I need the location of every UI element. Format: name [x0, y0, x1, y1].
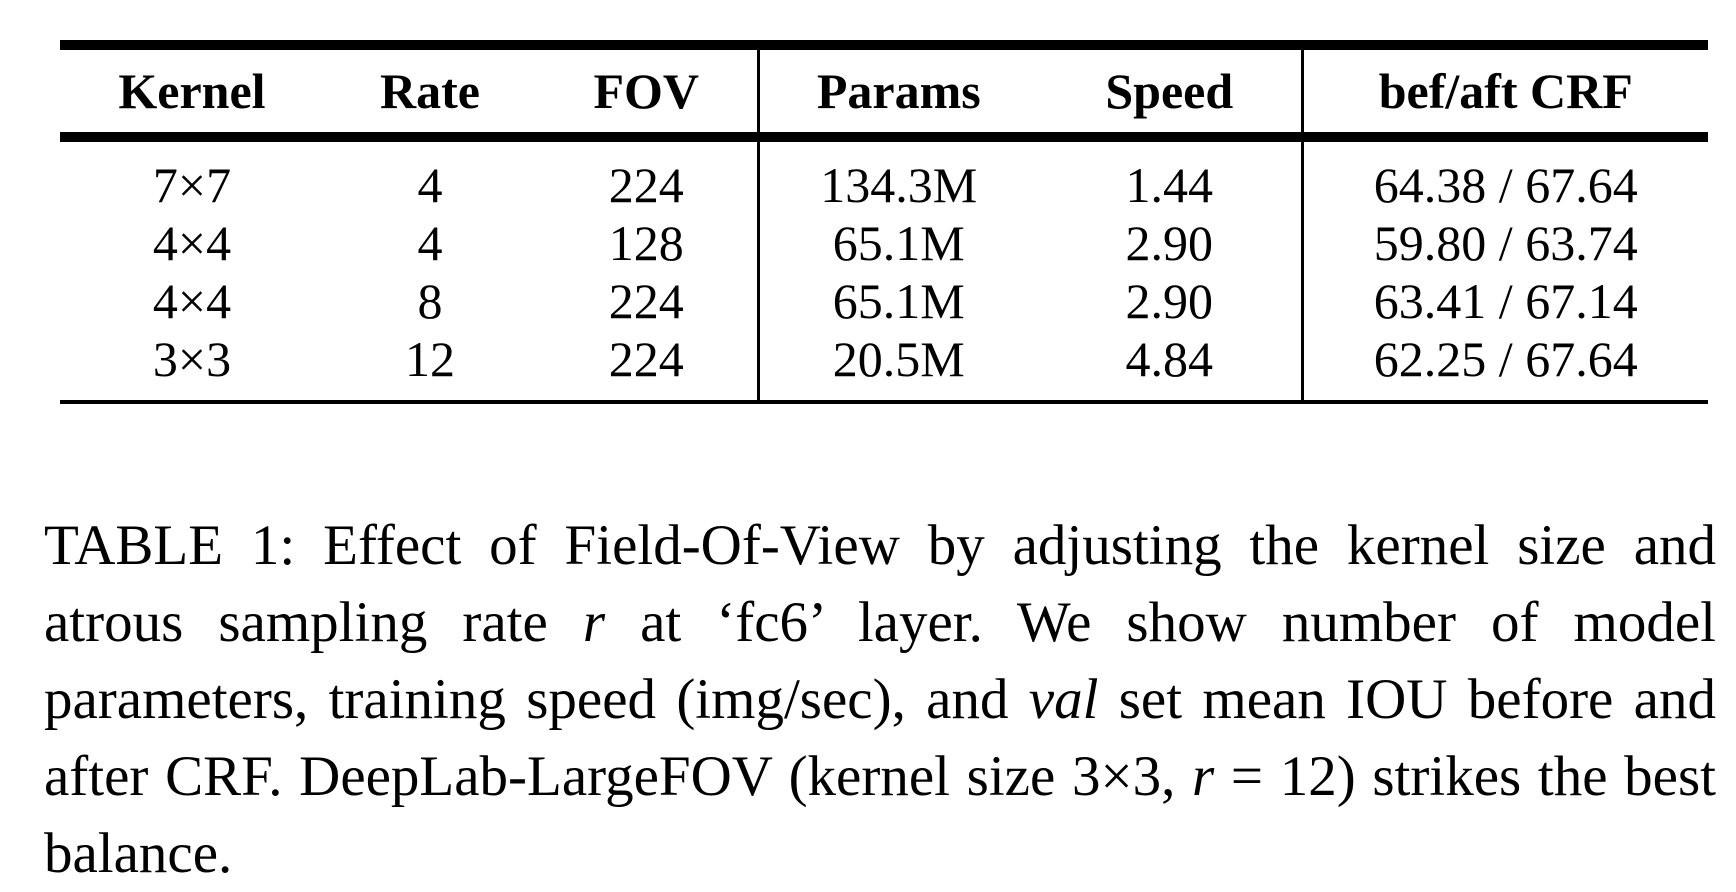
cell-speed: 1.44: [1038, 137, 1304, 214]
cell-speed: 2.90: [1038, 214, 1304, 272]
header-fov: FOV: [536, 40, 760, 142]
cell-fov: 224: [536, 137, 760, 214]
header-speed: Speed: [1038, 40, 1304, 142]
cell-params: 65.1M: [832, 273, 965, 329]
caption-var-r: r: [582, 591, 606, 654]
cell-rate: 4: [417, 157, 443, 213]
cell-rate: 8: [417, 273, 443, 329]
cell-crf: 62.25 / 67.64: [1302, 330, 1708, 404]
caption-text-2: at ‘fc6’ layer. We show number of model …: [44, 591, 1731, 731]
table-row: 3×3 12 224 20.5M 4.84 62.25 / 67.64: [60, 330, 1708, 404]
fov-results-table: Kernel Rate FOV Params Speed bef/aft CRF…: [60, 40, 1708, 404]
header-crf: bef/aft CRF: [1302, 40, 1708, 142]
cell-params: 20.5M: [758, 330, 1038, 404]
cell-crf: 64.38 / 67.64: [1373, 157, 1638, 213]
caption-text-1: TABLE 1: Effect of Field-Of-View by adju…: [44, 514, 1731, 654]
cell-rate: 4: [417, 215, 443, 271]
cell-speed: 2.90: [1038, 272, 1304, 330]
cell-fov: 128: [536, 214, 760, 272]
cell-fov: 224: [536, 272, 760, 330]
caption-var-r-2: r: [1192, 745, 1215, 808]
header-rate: Rate: [324, 40, 536, 142]
cell-speed: 4.84: [1038, 330, 1304, 404]
cell-crf: 59.80 / 63.74: [1373, 215, 1638, 271]
cell-kernel: 3×3: [60, 330, 324, 404]
cell-kernel: 4×4: [152, 215, 232, 271]
cell-params: 65.1M: [832, 215, 965, 271]
header-params: Params: [758, 40, 1038, 142]
cell-crf: 63.41 / 67.14: [1373, 273, 1638, 329]
table-row: 4×4 4 128 65.1M 2.90 59.80 / 63.74: [60, 214, 1708, 272]
table-row: 4×4 8 224 65.1M 2.90 63.41 / 67.14: [60, 272, 1708, 330]
caption-val-italic: val: [1028, 668, 1099, 731]
table-row: 7×7 4 224 134.3M 1.44 64.38 / 67.64: [60, 137, 1708, 214]
cell-kernel: 4×4: [152, 273, 232, 329]
table-caption: TABLE 1: Effect of Field-Of-View by adju…: [44, 507, 1716, 892]
cell-params: 134.3M: [820, 157, 978, 213]
cell-fov: 224: [536, 330, 760, 404]
cell-kernel: 7×7: [152, 157, 232, 213]
caption-text-4: = 12) strikes the best balance.: [44, 745, 1731, 885]
table-header-row: Kernel Rate FOV Params Speed bef/aft CRF: [60, 40, 1708, 142]
header-kernel: Kernel: [60, 40, 324, 142]
results-table-container: Kernel Rate FOV Params Speed bef/aft CRF…: [60, 40, 1708, 404]
caption-text-3: set mean IOU before and after CRF. DeepL…: [44, 668, 1731, 808]
cell-rate: 12: [324, 330, 536, 404]
